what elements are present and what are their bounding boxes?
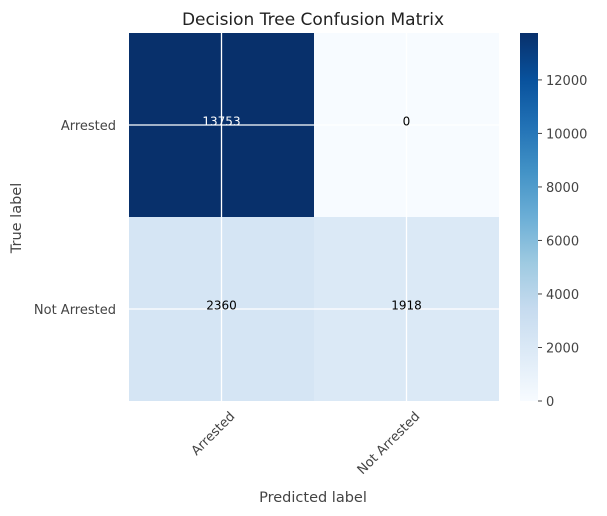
cell-value-label: 13753 (202, 115, 240, 129)
colorbar-gradient (520, 33, 538, 401)
colorbar-tick-label: 6000 (546, 234, 579, 249)
colorbar-tick-label: 4000 (546, 288, 579, 303)
cell-value-label: 1918 (391, 299, 422, 313)
y-tick-label: Arrested (61, 119, 116, 134)
cell-value-labels: 13753 0 2360 1918 (202, 115, 421, 313)
gridlines (129, 33, 499, 401)
colorbar-tick-label: 12000 (546, 74, 587, 89)
cell-value-label: 2360 (206, 299, 237, 313)
colorbar-tick-label: 2000 (546, 341, 579, 356)
colorbar-tick-label: 0 (546, 395, 554, 410)
cell-value-label: 0 (403, 115, 411, 129)
colorbar-tick-label: 10000 (546, 127, 587, 142)
x-axis-label: Predicted label (259, 490, 367, 506)
colorbar-tick-label: 8000 (546, 181, 579, 196)
y-axis-label: True label (9, 183, 25, 254)
x-tick-labels: Arrested Not Arrested (189, 409, 424, 478)
x-tick-label: Arrested (189, 409, 239, 459)
heatmap-cells (129, 33, 499, 401)
y-tick-labels: Arrested Not Arrested (34, 119, 116, 318)
chart-title: Decision Tree Confusion Matrix (182, 10, 444, 30)
y-tick-label: Not Arrested (34, 303, 116, 318)
colorbar-tick-labels: 0 2000 4000 6000 8000 10000 12000 (538, 74, 587, 410)
colorbar (520, 33, 538, 401)
x-tick-label: Not Arrested (355, 409, 424, 478)
